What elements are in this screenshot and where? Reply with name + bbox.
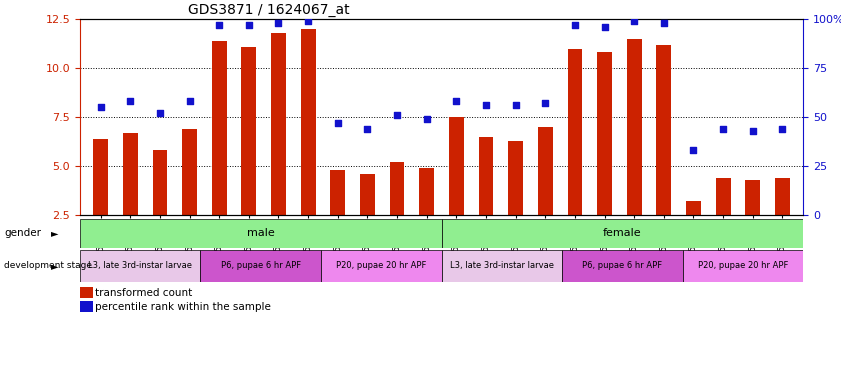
Point	[94, 104, 108, 111]
Bar	[123, 133, 138, 215]
Text: ►: ►	[51, 228, 58, 238]
Point	[242, 22, 256, 28]
Text: transformed count: transformed count	[95, 288, 193, 298]
Text: P6, pupae 6 hr APF: P6, pupae 6 hr APF	[582, 262, 663, 270]
Bar	[80, 287, 93, 298]
Point	[775, 126, 789, 132]
Bar	[449, 117, 463, 215]
Text: L3, late 3rd-instar larvae: L3, late 3rd-instar larvae	[88, 262, 192, 270]
Bar	[538, 127, 553, 215]
Bar	[442, 219, 803, 248]
Bar	[80, 301, 93, 312]
Text: ►: ►	[51, 261, 58, 271]
Bar	[182, 129, 197, 215]
Bar	[442, 250, 562, 282]
Bar	[271, 33, 286, 215]
Text: female: female	[603, 228, 642, 238]
Point	[687, 147, 701, 154]
Bar	[562, 250, 683, 282]
Point	[479, 102, 493, 108]
Bar	[212, 41, 226, 215]
Point	[331, 120, 345, 126]
Bar	[80, 250, 200, 282]
Bar	[152, 151, 167, 215]
Point	[569, 22, 582, 28]
Bar	[683, 250, 803, 282]
Point	[450, 98, 463, 104]
Text: male: male	[247, 228, 274, 238]
Point	[213, 22, 226, 28]
Point	[182, 98, 196, 104]
Bar	[508, 141, 523, 215]
Bar	[568, 49, 582, 215]
Bar	[389, 162, 405, 215]
Text: P6, pupae 6 hr APF: P6, pupae 6 hr APF	[220, 262, 301, 270]
Point	[657, 20, 670, 26]
Point	[361, 126, 374, 132]
Text: percentile rank within the sample: percentile rank within the sample	[95, 301, 271, 311]
Bar	[321, 250, 442, 282]
Bar	[331, 170, 345, 215]
Bar	[241, 46, 257, 215]
Point	[420, 116, 433, 122]
Bar	[301, 29, 315, 215]
Text: GDS3871 / 1624067_at: GDS3871 / 1624067_at	[188, 3, 350, 17]
Point	[301, 18, 315, 24]
Point	[717, 126, 730, 132]
Bar	[420, 168, 434, 215]
Bar	[200, 250, 321, 282]
Text: P20, pupae 20 hr APF: P20, pupae 20 hr APF	[698, 262, 788, 270]
Bar	[479, 137, 494, 215]
Bar	[93, 139, 108, 215]
Bar	[745, 180, 760, 215]
Bar	[360, 174, 375, 215]
Bar	[686, 201, 701, 215]
Point	[627, 18, 641, 24]
Point	[124, 98, 137, 104]
Point	[509, 102, 522, 108]
Bar	[627, 39, 642, 215]
Bar	[657, 45, 671, 215]
Bar	[716, 178, 731, 215]
Text: P20, pupae 20 hr APF: P20, pupae 20 hr APF	[336, 262, 426, 270]
Point	[746, 128, 759, 134]
Point	[390, 112, 404, 118]
Point	[153, 110, 167, 116]
Point	[538, 100, 552, 106]
Text: gender: gender	[4, 228, 41, 238]
Text: L3, late 3rd-instar larvae: L3, late 3rd-instar larvae	[450, 262, 553, 270]
Text: development stage: development stage	[4, 262, 93, 270]
Bar	[80, 219, 442, 248]
Bar	[597, 53, 612, 215]
Point	[598, 24, 611, 30]
Bar	[775, 178, 790, 215]
Point	[272, 20, 285, 26]
